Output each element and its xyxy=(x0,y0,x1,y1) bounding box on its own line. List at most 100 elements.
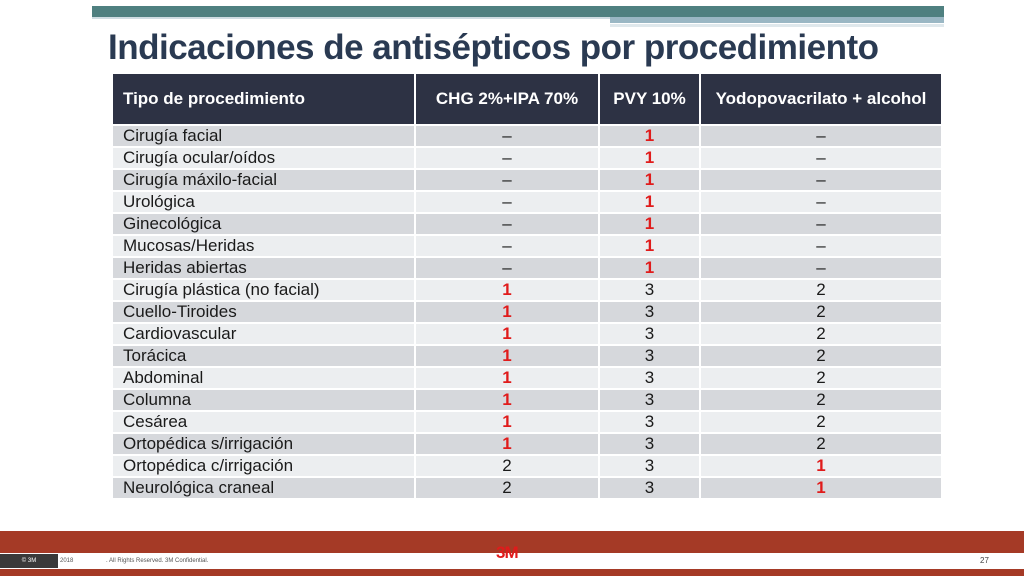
header-accent-bar-secondary xyxy=(610,17,944,23)
brand-logo: 3M xyxy=(496,543,519,562)
page-number: 27 xyxy=(980,556,989,565)
pvy-cell: 3 xyxy=(598,300,701,324)
yodopovacrilato-cell: – xyxy=(699,190,943,214)
chg-cell: 1 xyxy=(414,410,600,434)
table-header-row: Tipo de procedimiento CHG 2%+IPA 70% PVY… xyxy=(111,72,943,126)
procedure-cell: Cirugía máxilo-facial xyxy=(111,168,416,192)
header-chg: CHG 2%+IPA 70% xyxy=(414,72,600,126)
yodopovacrilato-cell: – xyxy=(699,234,943,258)
pvy-cell: 1 xyxy=(598,124,701,148)
chg-cell: 2 xyxy=(414,476,600,500)
procedure-cell: Ortopédica c/irrigación xyxy=(111,454,416,478)
pvy-cell: 1 xyxy=(598,234,701,258)
table-row: Cesárea 1 3 2 xyxy=(111,410,943,434)
procedures-table: Tipo de procedimiento CHG 2%+IPA 70% PVY… xyxy=(111,72,943,500)
procedure-cell: Torácica xyxy=(111,344,416,368)
chg-cell: 2 xyxy=(414,454,600,478)
chg-cell: – xyxy=(414,212,600,236)
chg-cell: – xyxy=(414,256,600,280)
procedure-cell: Columna xyxy=(111,388,416,412)
procedure-cell: Urológica xyxy=(111,190,416,214)
table-row: Cirugía máxilo-facial –1– xyxy=(111,168,943,192)
procedure-cell: Abdominal xyxy=(111,366,416,390)
header-accent-line xyxy=(92,17,610,19)
chg-cell: – xyxy=(414,146,600,170)
pvy-cell: 3 xyxy=(598,278,701,302)
procedure-cell: Cardiovascular xyxy=(111,322,416,346)
slide-title: Indicaciones de antisépticos por procedi… xyxy=(108,28,879,67)
pvy-cell: 3 xyxy=(598,344,701,368)
pvy-cell: 1 xyxy=(598,146,701,170)
pvy-cell: 3 xyxy=(598,410,701,434)
footer-strip xyxy=(0,553,1024,569)
table-row: Mucosas/Heridas –1– xyxy=(111,234,943,258)
header-pvy: PVY 10% xyxy=(598,72,701,126)
chg-cell: 1 xyxy=(414,322,600,346)
chg-cell: 1 xyxy=(414,300,600,324)
table-row: Cardiovascular 1 3 2 xyxy=(111,322,943,346)
pvy-cell: 3 xyxy=(598,322,701,346)
chg-cell: – xyxy=(414,234,600,258)
header-procedure-type: Tipo de procedimiento xyxy=(111,72,416,126)
table-row: Abdominal 1 3 2 xyxy=(111,366,943,390)
header-accent-line-secondary xyxy=(610,24,944,27)
procedure-cell: Cirugía facial xyxy=(111,124,416,148)
table-body: Cirugía facial –1– Cirugía ocular/oídos –1–… xyxy=(111,124,943,500)
yodopovacrilato-cell: 2 xyxy=(699,366,943,390)
yodopovacrilato-cell: 1 xyxy=(699,454,943,478)
table-row: Columna 1 3 2 xyxy=(111,388,943,412)
pvy-cell: 1 xyxy=(598,168,701,192)
pvy-cell: 3 xyxy=(598,388,701,412)
yodopovacrilato-cell: 2 xyxy=(699,300,943,324)
procedure-cell: Heridas abiertas xyxy=(111,256,416,280)
header-yodopovacrilato: Yodopovacrilato + alcohol xyxy=(699,72,943,126)
yodopovacrilato-cell: – xyxy=(699,168,943,192)
table-row: Ortopédica s/irrigación 1 3 2 xyxy=(111,432,943,456)
header-accent-bar xyxy=(92,6,944,17)
yodopovacrilato-cell: 2 xyxy=(699,322,943,346)
chg-cell: 1 xyxy=(414,278,600,302)
table-row: Heridas abiertas –1– xyxy=(111,256,943,280)
yodopovacrilato-cell: 2 xyxy=(699,278,943,302)
table-row: Urológica –1– xyxy=(111,190,943,214)
chg-cell: – xyxy=(414,168,600,192)
table-row: Cuello-Tiroides 1 3 2 xyxy=(111,300,943,324)
chg-cell: – xyxy=(414,124,600,148)
pvy-cell: 1 xyxy=(598,256,701,280)
yodopovacrilato-cell: – xyxy=(699,124,943,148)
yodopovacrilato-cell: – xyxy=(699,212,943,236)
procedure-cell: Cuello-Tiroides xyxy=(111,300,416,324)
procedure-cell: Cesárea xyxy=(111,410,416,434)
yodopovacrilato-cell: 2 xyxy=(699,388,943,412)
procedure-cell: Ortopédica s/irrigación xyxy=(111,432,416,456)
table-row: Cirugía ocular/oídos –1– xyxy=(111,146,943,170)
table-row: Cirugía plástica (no facial) 1 3 2 xyxy=(111,278,943,302)
chg-cell: 1 xyxy=(414,432,600,456)
pvy-cell: 1 xyxy=(598,212,701,236)
yodopovacrilato-cell: 2 xyxy=(699,410,943,434)
procedure-cell: Mucosas/Heridas xyxy=(111,234,416,258)
chg-cell: 1 xyxy=(414,388,600,412)
table-row: Ginecológica –1– xyxy=(111,212,943,236)
chg-cell: – xyxy=(414,190,600,214)
yodopovacrilato-cell: 2 xyxy=(699,432,943,456)
copyright-year: 2018 xyxy=(60,558,74,564)
pvy-cell: 1 xyxy=(598,190,701,214)
procedure-cell: Neurológica craneal xyxy=(111,476,416,500)
pvy-cell: 3 xyxy=(598,476,701,500)
yodopovacrilato-cell: 2 xyxy=(699,344,943,368)
pvy-cell: 3 xyxy=(598,432,701,456)
chg-cell: 1 xyxy=(414,366,600,390)
pvy-cell: 3 xyxy=(598,366,701,390)
chg-cell: 1 xyxy=(414,344,600,368)
yodopovacrilato-cell: – xyxy=(699,256,943,280)
table-row: Cirugía facial –1– xyxy=(111,124,943,148)
procedure-cell: Ginecológica xyxy=(111,212,416,236)
table-row: Ortopédica c/irrigación 2 3 1 xyxy=(111,454,943,478)
copyright-label: © 3M xyxy=(0,554,58,568)
procedure-cell: Cirugía plástica (no facial) xyxy=(111,278,416,302)
table-row: Neurológica craneal 2 3 1 xyxy=(111,476,943,500)
yodopovacrilato-cell: – xyxy=(699,146,943,170)
table-row: Torácica 1 3 2 xyxy=(111,344,943,368)
yodopovacrilato-cell: 1 xyxy=(699,476,943,500)
